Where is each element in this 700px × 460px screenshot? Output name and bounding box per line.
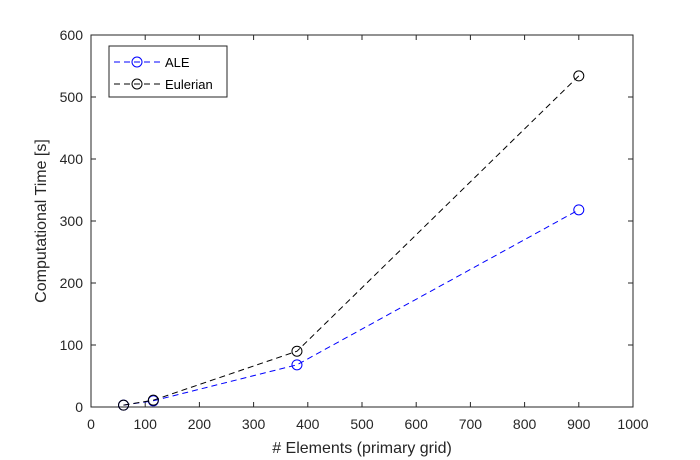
x-axis-label: # Elements (primary grid) xyxy=(272,440,452,457)
x-axis: 0 100 200 300 400 500 600 700 800 900 1000 xyxy=(87,35,649,432)
y-axis: 0 100 200 300 400 500 600 xyxy=(60,27,633,415)
legend-marker-ale xyxy=(131,56,143,68)
x-tick-label: 1000 xyxy=(617,416,648,432)
y-tick-label: 600 xyxy=(60,27,84,43)
data-point-eulerian xyxy=(147,394,159,406)
data-point-eulerian xyxy=(118,399,130,411)
y-tick-label: 100 xyxy=(60,337,84,353)
data-point-ale xyxy=(291,359,303,371)
legend: ALE Eulerian xyxy=(108,45,228,98)
x-tick-label: 600 xyxy=(405,416,429,432)
y-tick-label: 200 xyxy=(60,275,84,291)
series-layer xyxy=(118,70,585,411)
x-tick-label: 900 xyxy=(567,416,591,432)
x-tick-label: 0 xyxy=(87,416,95,432)
y-axis-label: Computational Time [s] xyxy=(33,139,50,303)
legend-marker-eulerian xyxy=(131,78,143,90)
x-tick-label: 800 xyxy=(513,416,537,432)
y-tick-label: 500 xyxy=(60,89,84,105)
x-tick-label: 700 xyxy=(459,416,483,432)
x-tick-label: 300 xyxy=(242,416,266,432)
x-tick-label: 500 xyxy=(350,416,374,432)
legend-label-ale: ALE xyxy=(165,55,190,70)
x-tick-label: 100 xyxy=(134,416,158,432)
y-tick-label: 0 xyxy=(75,399,83,415)
data-point-eulerian xyxy=(291,345,303,357)
y-tick-label: 400 xyxy=(60,151,84,167)
data-point-eulerian xyxy=(573,70,585,82)
data-point-ale xyxy=(573,204,585,216)
series-line-eulerian xyxy=(123,75,580,406)
legend-box xyxy=(108,45,228,98)
y-tick-label: 300 xyxy=(60,213,84,229)
legend-label-eulerian: Eulerian xyxy=(165,77,213,92)
x-tick-label: 400 xyxy=(296,416,320,432)
x-tick-label: 200 xyxy=(188,416,212,432)
